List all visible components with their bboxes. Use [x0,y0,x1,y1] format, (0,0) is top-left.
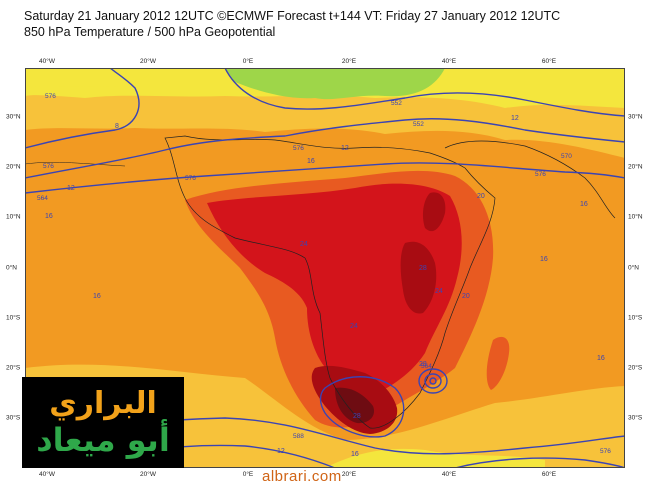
very-hot-east [400,241,437,314]
forecast-title: Saturday 21 January 2012 12UTC ©ECMWF Fo… [24,9,561,23]
geo-label: 576 [293,145,304,152]
madagascar [486,336,510,390]
green-zone-north [225,68,445,100]
temp-label: 12 [511,115,519,122]
geopotential-contours [25,68,625,468]
temp-label: 24 [300,241,308,248]
temp-label: 24 [350,323,358,330]
lat-tick-left: 20°N [6,163,21,171]
temp-label: 28 [419,265,427,272]
temp-label: 12 [67,185,75,192]
temp-label: 16 [580,201,588,208]
geo-label: 552 [391,100,402,107]
forecast-subtitle: 850 hPa Temperature / 500 hPa Geopotenti… [24,25,276,39]
geo-label: 576 [185,175,196,182]
lat-tick-left: 20°S [6,364,21,372]
temp-label: 20 [462,293,470,300]
temp-label: 16 [597,355,605,362]
lon-tick-top: 40°E [441,58,457,65]
arabia-coastline [444,140,616,219]
low-pressure-system [319,368,448,438]
lat-tick-right: 10°S [628,314,643,322]
lon-tick-bottom: 40°E [441,471,457,478]
temp-label: 16 [45,213,53,220]
extreme-hot-south [335,387,375,424]
yellow-zone-nw [25,68,155,88]
hot-core [207,183,462,392]
geo-label: 576 [45,93,56,100]
site-watermark[interactable]: albrari.com [262,468,342,485]
lon-tick-top: 60°E [541,58,557,65]
temp-label: 28 [419,361,427,368]
lat-tick-right: 10°N [628,213,643,221]
lon-tick-top: 40°W [39,58,55,65]
lon-tick-bottom: 20°E [341,471,357,478]
lon-tick-top: 0°E [242,58,254,65]
lat-tick-left: 10°N [6,213,21,221]
very-hot-horn [422,192,446,232]
lat-tick-right: 20°S [628,364,643,372]
lon-tick-bottom: 20°W [140,471,156,478]
geo-label: 576 [535,171,546,178]
temperature-labels: 8 12 12 16 16 16 12 16 20 20 24 28 24 24… [45,115,605,458]
lat-tick-right: 20°N [628,163,643,171]
lon-tick-top: 20°W [140,58,156,65]
brand-logo: البراري أبو ميعاد [22,377,184,468]
lat-tick-right: 0°N [628,264,639,272]
lat-tick-left: 0°N [6,264,17,272]
geo-label: 576 [43,163,54,170]
temp-label: 16 [351,451,359,458]
temp-label: 24 [435,288,443,295]
geo-label: 564 [421,363,432,370]
temp-label: 20 [477,193,485,200]
lon-tick-bottom: 0°E [242,471,254,478]
geopotential-labels: 576 576 564 552 552 576 576 570 576 564 … [37,93,611,455]
temp-label: 16 [540,256,548,263]
lat-tick-left: 30°S [6,414,21,422]
geo-label: 552 [413,121,424,128]
geo-label: 588 [293,433,304,440]
lat-tick-right: 30°N [628,113,643,121]
lon-tick-bottom: 40°W [39,471,55,478]
temp-label: 28 [353,413,361,420]
africa-coastline [164,135,496,429]
temp-label: 12 [341,145,349,152]
map-frame [25,68,625,468]
lat-tick-left: 10°S [6,314,21,322]
forecast-map[interactable]: 8 12 12 16 16 16 12 16 20 20 24 28 24 24… [25,68,625,468]
temp-label: 16 [93,293,101,300]
temp-label: 12 [277,448,285,455]
geo-label: 576 [600,448,611,455]
geo-label: 564 [37,195,48,202]
lat-tick-right: 30°S [628,414,643,422]
logo-line-2: أبو ميعاد [36,420,170,459]
logo-line-1: البراري [49,385,157,421]
temp-label: 16 [307,158,315,165]
lon-tick-top: 20°E [341,58,357,65]
americas-coastline [25,162,126,167]
lat-tick-left: 30°N [6,113,21,121]
lon-tick-bottom: 60°E [541,471,557,478]
yellow-zone-south [325,448,545,468]
geo-label: 570 [561,153,572,160]
temp-label: 8 [115,123,119,130]
